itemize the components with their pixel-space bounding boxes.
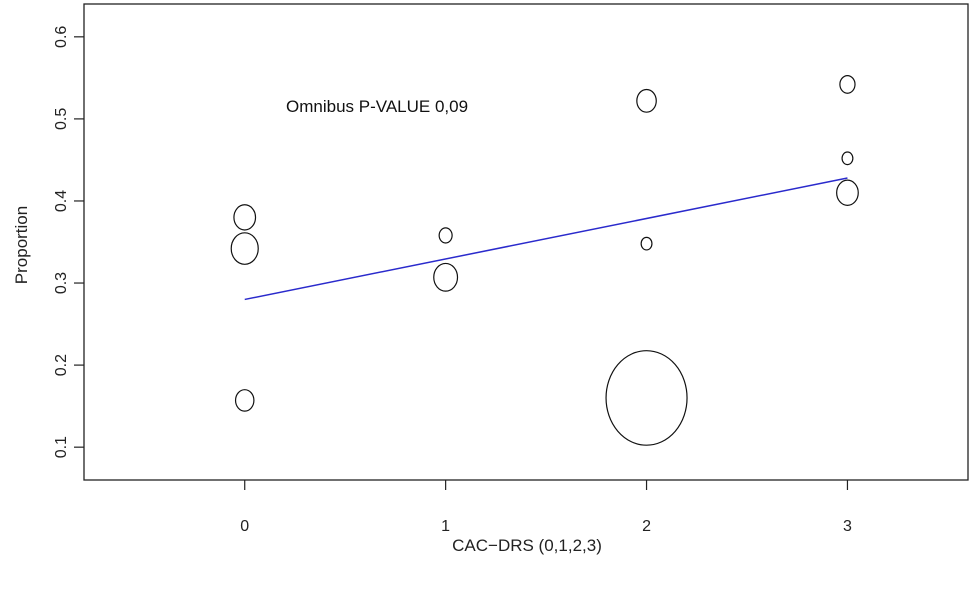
y-tick-label: 0.5 bbox=[53, 108, 70, 130]
data-point bbox=[433, 262, 459, 292]
x-tick-label: 0 bbox=[240, 518, 249, 535]
y-tick-label: 0.3 bbox=[53, 272, 70, 294]
data-point bbox=[841, 151, 854, 166]
data-point bbox=[233, 204, 257, 231]
y-tick-label: 0.1 bbox=[53, 436, 70, 458]
data-point bbox=[636, 88, 657, 113]
data-point bbox=[234, 389, 255, 412]
x-tick-label: 3 bbox=[843, 518, 852, 535]
y-axis-title: Proportion bbox=[12, 206, 31, 284]
x-axis: 0 1 2 3 bbox=[240, 480, 852, 535]
trend-line bbox=[244, 177, 848, 301]
x-tick-label: 1 bbox=[441, 518, 450, 535]
data-point bbox=[836, 179, 859, 206]
data-point bbox=[230, 232, 259, 265]
plot-frame bbox=[83, 3, 969, 481]
data-point bbox=[438, 227, 453, 244]
y-tick-label: 0.4 bbox=[53, 190, 70, 212]
data-points bbox=[230, 75, 859, 446]
x-tick-label: 2 bbox=[642, 518, 651, 535]
y-tick-label: 0.6 bbox=[53, 26, 70, 48]
data-point bbox=[605, 350, 688, 446]
y-axis: 0.1 0.2 0.3 0.4 0.5 0.6 bbox=[53, 26, 84, 458]
data-point bbox=[839, 75, 856, 94]
x-axis-title: CAC−DRS (0,1,2,3) bbox=[452, 536, 602, 555]
y-tick-label: 0.2 bbox=[53, 354, 70, 376]
data-point bbox=[640, 236, 653, 251]
annotation-text: Omnibus P-VALUE 0,09 bbox=[286, 97, 468, 116]
